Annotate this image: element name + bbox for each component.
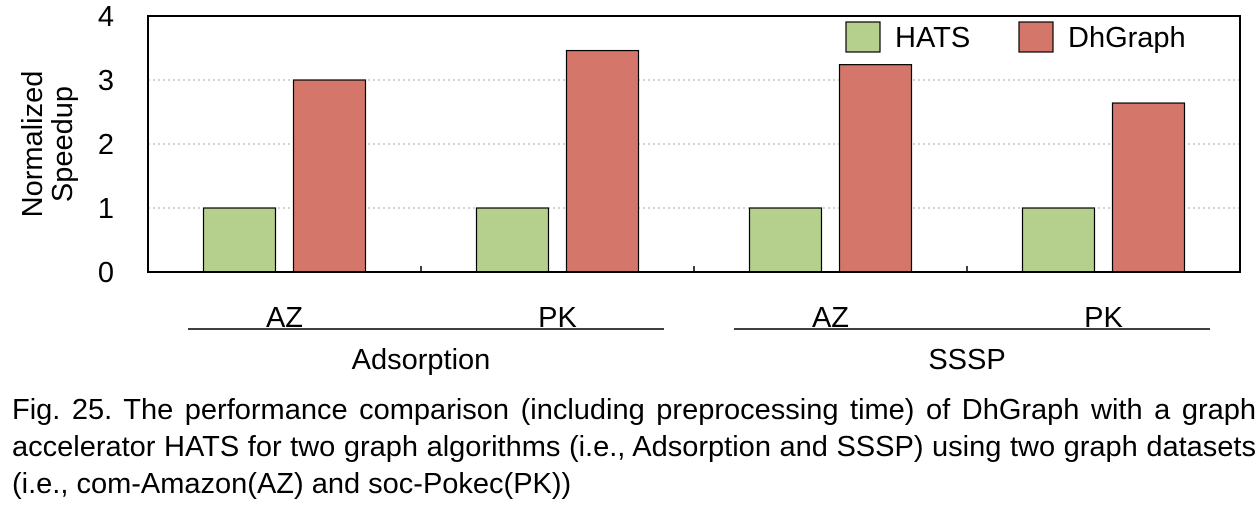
bar-dhgraph-2 (838, 64, 913, 273)
group-labels: Adsorption SSSP (188, 328, 1210, 376)
bar-dhgraph-3 (1111, 102, 1186, 273)
group-label: SSSP (928, 344, 1005, 376)
y-tick-label: 0 (98, 257, 114, 289)
y-axis-label: NormalizedSpeedup (17, 71, 79, 218)
legend-label-hats: HATS (895, 22, 970, 54)
bar-hats-2 (748, 207, 823, 273)
y-axis-label-line: Speedup (47, 86, 79, 202)
y-tick-labels: 0 1 2 3 4 (98, 1, 114, 289)
legend-label-dhgraph: DhGraph (1068, 22, 1186, 54)
bars (202, 49, 1186, 273)
y-tick-label: 4 (98, 1, 114, 33)
group-label: Adsorption (352, 344, 491, 376)
y-tick-label: 2 (98, 129, 114, 161)
legend: HATS DhGraph (845, 21, 1186, 54)
bar-hats-1 (475, 207, 550, 273)
axes (147, 15, 1241, 273)
bar-hats-0 (202, 207, 277, 273)
y-tick-label: 1 (98, 193, 114, 225)
bar-dhgraph-1 (565, 49, 640, 273)
figure-caption: Fig. 25. The performance comparison (inc… (12, 394, 1256, 500)
bar-hats-3 (1021, 207, 1096, 273)
legend-swatch-hats (845, 21, 881, 53)
y-tick-label: 3 (98, 65, 114, 97)
bar-dhgraph-0 (292, 79, 367, 273)
legend-swatch-dhgraph (1018, 21, 1054, 53)
y-axis-label-line: Normalized (17, 71, 49, 218)
